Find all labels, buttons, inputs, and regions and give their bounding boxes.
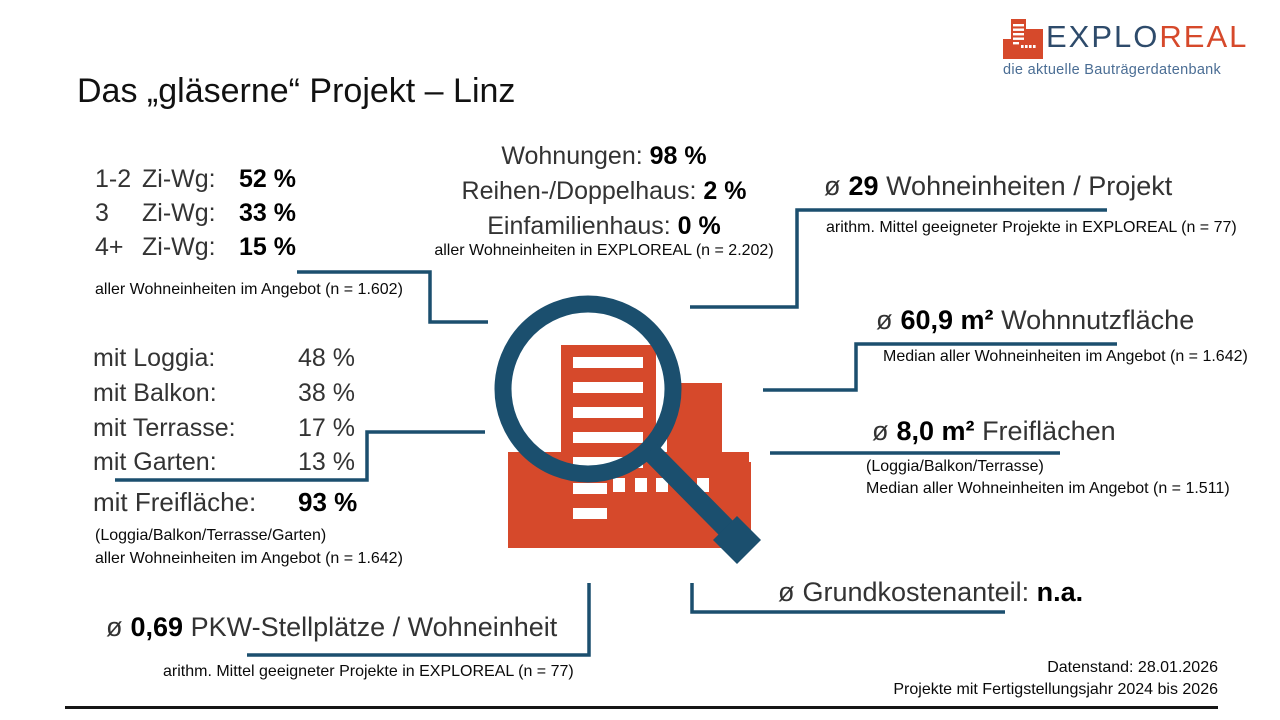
outdoor-feature-row: mit Garten: 13 % [93,445,355,480]
room-mix-row: 4+ Zi-Wg: 15 % [95,230,296,264]
feature-value: 48 % [298,344,355,372]
outdoor-feature-row: mit Balkon: 38 % [93,376,355,411]
exploreal-logo: EXPLOREAL die aktuelle Bauträgerdatenban… [1003,15,1259,78]
room-label: Zi-Wg: [142,233,216,261]
building-type-value: 0 % [677,212,721,240]
outdoor-features-block: mit Loggia: 48 % mit Balkon: 38 % mit Te… [93,341,355,480]
room-label: Zi-Wg: [142,165,216,193]
stat-label: Wohneinheiten / Projekt [886,171,1173,201]
building-types-block: Wohnungen: 98 % Reihen-/Doppelhaus: 2 % … [434,139,774,244]
building-type-row: Reihen-/Doppelhaus: 2 % [434,174,774,209]
footer: Datenstand: 28.01.2026 Projekte mit Fert… [880,657,1218,700]
living-area-stat: ø 60,9 m² Wohnnutzfläche [876,305,1194,336]
feature-label: mit Loggia: [93,344,216,372]
stat-value: 8,0 m² [896,416,975,446]
outdoor-captions: (Loggia/Balkon/Terrasse/Garten) aller Wo… [95,525,403,570]
room-label: Zi-Wg: [142,199,216,227]
outdoor-feature-row: mit Terrasse: 17 % [93,411,355,446]
stat-label: Wohnnutzfläche [1001,305,1195,335]
room-mix-row: 1-2 Zi-Wg: 52 % [95,162,296,196]
stat-value: 29 [848,171,879,201]
building-type-value: 98 % [649,142,707,170]
stat-prefix: ø [872,416,889,446]
building-type-label: Wohnungen: [501,142,643,170]
open-space-caption-1: (Loggia/Balkon/Terrasse) [866,458,1044,475]
open-space-captions: (Loggia/Balkon/Terrasse) Median aller Wo… [866,456,1230,500]
logo-brand-left: EXPLO [1046,19,1160,54]
building-type-value: 2 % [703,177,747,205]
feature-value: 17 % [298,413,355,442]
footer-scope: Projekte mit Fertigstellungsjahr 2024 bi… [893,680,1218,698]
room-size: 4+ [95,233,124,261]
stat-label: Grundkostenanteil: [802,577,1030,607]
page-title: Das „gläserne“ Projekt – Linz [77,72,516,110]
building-type-label: Einfamilienhaus: [487,212,671,240]
feature-value: 13 % [298,448,355,477]
footer-datenstand: Datenstand: 28.01.2026 [1047,659,1218,676]
room-value: 52 % [239,165,296,193]
units-per-project-stat: ø 29 Wohneinheiten / Projekt [824,171,1172,202]
room-value: 15 % [239,233,296,261]
outdoor-caption-1: (Loggia/Balkon/Terrasse/Garten) [95,527,327,544]
room-value: 33 % [239,199,296,227]
feature-label: mit Garten: [93,448,217,477]
stat-label: Freiflächen [982,416,1116,446]
bottom-rule [65,706,1218,709]
parking-stat: ø 0,69 PKW-Stellplätze / Wohneinheit [106,612,557,643]
open-space-caption-2: Median aller Wohneinheiten im Angebot (n… [866,480,1230,497]
exploreal-logo-icon [1003,15,1043,64]
parking-caption: arithm. Mittel geeigneter Projekte in EX… [163,663,574,680]
room-size: 1-2 [95,165,132,193]
ground-cost-stat: ø Grundkostenanteil: n.a. [778,577,1083,608]
room-size: 3 [95,199,109,227]
building-types-caption: aller Wohneinheiten in EXPLOREAL (n = 2.… [434,242,774,259]
stat-prefix: ø [824,171,841,201]
stat-prefix: ø [106,612,123,642]
feature-value: 38 % [298,378,355,407]
feature-value: 93 % [298,487,358,517]
stat-prefix: ø [876,305,893,335]
open-space-stat: ø 8,0 m² Freiflächen [872,416,1116,447]
building-type-row: Wohnungen: 98 % [434,139,774,174]
stat-value: n.a. [1036,577,1084,607]
logo-brand-text: EXPLOREAL [1046,15,1248,59]
room-mix-caption: aller Wohneinheiten im Angebot (n = 1.60… [95,281,403,298]
stat-value: 60,9 m² [900,305,994,335]
stat-prefix: ø [778,577,795,607]
outdoor-feature-row: mit Loggia: 48 % [93,341,355,376]
building-type-row: Einfamilienhaus: 0 % [434,209,774,244]
building-illustration [508,345,751,548]
feature-label: mit Terrasse: [93,413,236,442]
outdoor-total-row: mit Freifläche: 93 % [93,487,357,518]
stat-value: 0,69 [130,612,184,642]
stat-label: PKW-Stellplätze / Wohneinheit [190,612,558,642]
logo-tagline: die aktuelle Bauträgerdatenbank [1003,62,1222,78]
magnifier-icon [494,295,761,564]
feature-label: mit Freifläche: [93,487,257,517]
units-per-project-caption: arithm. Mittel geeigneter Projekte in EX… [826,219,1237,236]
room-mix-block: 1-2 Zi-Wg: 52 % 3 Zi-Wg: 33 % 4+ Zi-Wg: … [95,162,296,264]
room-mix-row: 3 Zi-Wg: 33 % [95,196,296,230]
living-area-caption: Median aller Wohneinheiten im Angebot (n… [883,348,1248,365]
logo-brand-right: REAL [1159,19,1249,54]
outdoor-caption-2: aller Wohneinheiten im Angebot (n = 1.64… [95,549,403,567]
building-type-label: Reihen-/Doppelhaus: [461,177,697,205]
feature-label: mit Balkon: [93,378,217,407]
